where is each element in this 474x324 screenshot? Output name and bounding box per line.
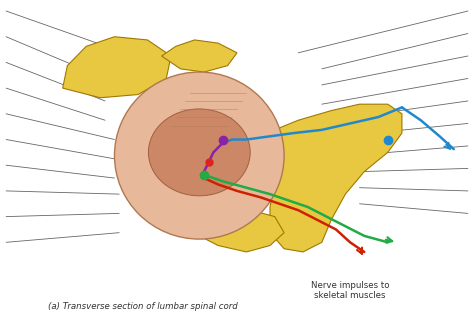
Ellipse shape xyxy=(148,109,250,196)
Polygon shape xyxy=(63,37,171,98)
Text: (a) Transverse section of lumbar spinal cord: (a) Transverse section of lumbar spinal … xyxy=(48,302,237,311)
Text: Nerve impulses to
skeletal muscles: Nerve impulses to skeletal muscles xyxy=(311,281,389,300)
Polygon shape xyxy=(199,210,284,252)
Ellipse shape xyxy=(115,72,284,239)
Polygon shape xyxy=(270,104,402,252)
Polygon shape xyxy=(162,40,237,72)
